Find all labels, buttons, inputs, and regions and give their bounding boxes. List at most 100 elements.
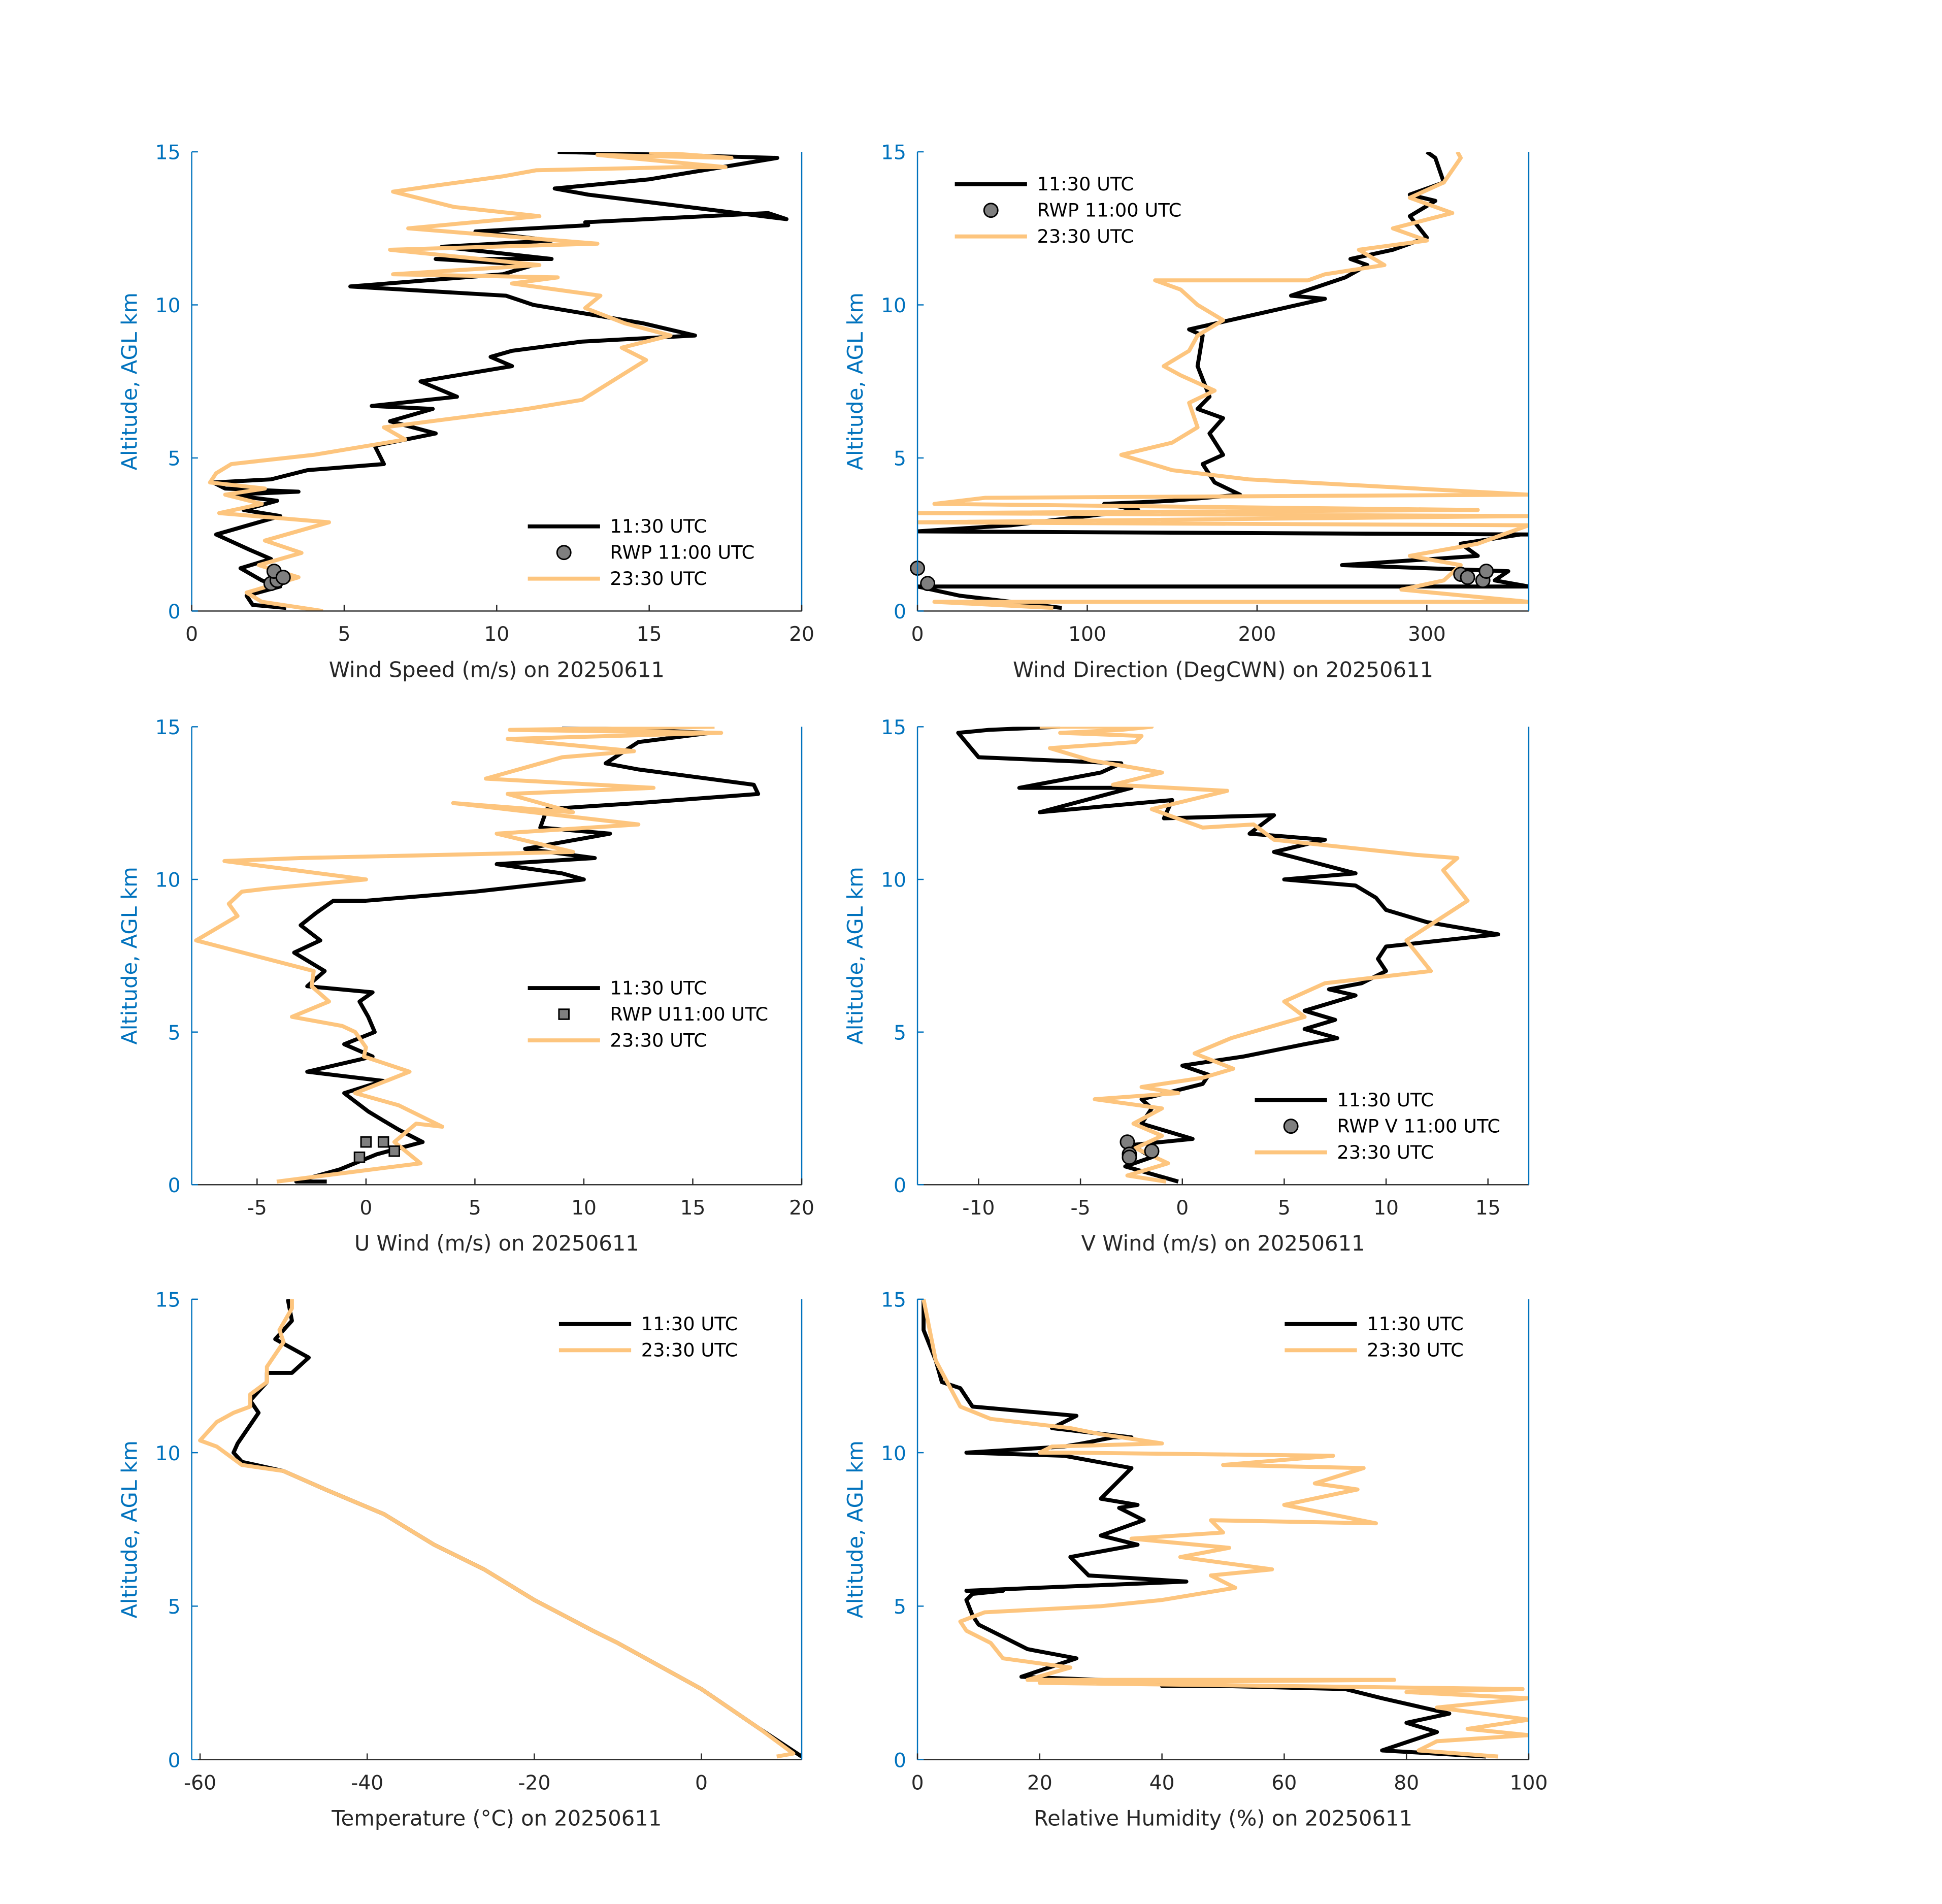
legend: 11:30 UTC 23:30 UTC (1285, 1313, 1464, 1361)
y-tick-label: 15 (155, 1289, 181, 1312)
rwp-marker (1144, 1143, 1160, 1159)
y-tick-label: 5 (894, 1596, 906, 1619)
x-tick-label: 0 (185, 623, 198, 646)
panel-vwind: -10 -5 0 5 10 15 0 5 10 15 V Wind (m/s) on 2025061… (843, 716, 1530, 1256)
x-tick-label: 0 (695, 1772, 708, 1795)
x-tick-label: 40 (1149, 1772, 1175, 1795)
panel-uwind: -5 0 5 10 15 20 0 5 10 15 U Wind (m/s) on 20250611… (117, 716, 814, 1256)
legend-label: 23:30 UTC (1037, 225, 1134, 247)
x-axis-label: U Wind (m/s) on 20250611 (354, 1231, 639, 1256)
y-axis-label: Altitude, AGL km (843, 292, 868, 470)
legend-label: 23:30 UTC (1367, 1339, 1464, 1361)
x-tick-label: -40 (351, 1772, 383, 1795)
x-tick-label: 100 (1510, 1772, 1548, 1795)
legend-label: 11:30 UTC (610, 515, 707, 537)
y-tick-label: 15 (881, 142, 906, 165)
x-tick-label: 20 (789, 1197, 814, 1220)
y-tick-label: 5 (894, 448, 906, 471)
series-line-23-30-utc (198, 1299, 796, 1759)
x-tick-label: 15 (680, 1197, 706, 1220)
y-tick-label: 10 (881, 294, 906, 317)
y-tick-label: 10 (155, 294, 181, 317)
legend-swatch (556, 545, 572, 561)
legend-label: 11:30 UTC (610, 977, 707, 999)
x-axis-label: Wind Direction (DegCWN) on 20250611 (1013, 657, 1433, 682)
rwp-marker (1460, 570, 1475, 585)
x-axis-label: Wind Speed (m/s) on 20250611 (329, 657, 665, 682)
x-tick-label: -10 (962, 1197, 995, 1220)
y-tick-label: 5 (894, 1022, 906, 1044)
y-axis-label: Altitude, AGL km (117, 1440, 142, 1618)
y-tick-label: 10 (881, 869, 906, 892)
y-tick-label: 10 (155, 1442, 181, 1465)
panel-temp: -60 -40 -20 0 0 5 10 15 Temperature (°C) on 2025… (117, 1289, 803, 1831)
y-tick-label: 0 (168, 1749, 181, 1772)
y-tick-label: 5 (168, 1022, 181, 1044)
y-tick-label: 5 (168, 448, 181, 471)
x-tick-label: 0 (911, 623, 924, 646)
y-tick-label: 15 (881, 716, 906, 739)
y-tick-label: 15 (155, 142, 181, 165)
y-tick-label: 0 (168, 1174, 181, 1197)
x-tick-label: 60 (1271, 1772, 1297, 1795)
rwp-marker (360, 1136, 372, 1148)
legend-label: 23:30 UTC (1337, 1141, 1434, 1163)
y-tick-label: 0 (168, 601, 181, 623)
x-axis-label: Temperature (°C) on 20250611 (331, 1806, 662, 1831)
legend-label: 23:30 UTC (610, 1029, 707, 1051)
rwp-marker (1120, 1134, 1135, 1150)
y-axis-label: Altitude, AGL km (843, 1440, 868, 1618)
legend-label: 11:30 UTC (1367, 1313, 1464, 1335)
y-axis-label: Altitude, AGL km (843, 867, 868, 1044)
x-tick-label: 5 (338, 623, 350, 646)
rwp-marker (275, 570, 291, 585)
y-tick-label: 10 (155, 869, 181, 892)
panel-wdir: 0 100 200 300 0 5 10 15 Wind Direction (DegCWN) … (843, 142, 1530, 682)
x-tick-label: 10 (484, 623, 509, 646)
x-tick-label: 100 (1068, 623, 1106, 646)
rwp-marker (353, 1151, 366, 1163)
rwp-marker (388, 1145, 400, 1157)
legend-label: RWP 11:00 UTC (610, 541, 754, 563)
legend-swatch (558, 1008, 570, 1020)
y-tick-label: 15 (155, 716, 181, 739)
x-tick-label: 20 (1027, 1772, 1052, 1795)
x-tick-label: 10 (1373, 1197, 1399, 1220)
x-tick-label: 10 (571, 1197, 597, 1220)
legend-swatch (983, 203, 999, 218)
x-axis-label: V Wind (m/s) on 20250611 (1081, 1231, 1365, 1256)
x-tick-label: -5 (247, 1197, 267, 1220)
x-axis-label: Relative Humidity (%) on 20250611 (1034, 1806, 1412, 1831)
legend-label: RWP V 11:00 UTC (1337, 1115, 1500, 1137)
rwp-marker (1478, 564, 1494, 579)
x-tick-label: 15 (1475, 1197, 1501, 1220)
legend: 11:30 UTC RWP 11:00 UTC 23:30 UTC (954, 173, 1181, 247)
panel-wspd: 0 5 10 15 20 0 5 10 15 Wind Speed (m/s) on 202506… (117, 142, 814, 682)
y-axis-label: Altitude, AGL km (117, 292, 142, 470)
x-tick-label: 5 (469, 1197, 481, 1220)
x-tick-label: 0 (1176, 1197, 1189, 1220)
series-line-11-30-utc (211, 152, 789, 610)
y-tick-label: 0 (894, 1174, 906, 1197)
rwp-marker (920, 576, 936, 592)
series-line-11-30-utc (292, 727, 761, 1184)
panel-rh: 0 20 40 60 80 100 0 5 10 15 Relative Humidity (%) … (843, 1289, 1548, 1831)
legend-label: 11:30 UTC (1037, 173, 1134, 195)
series-line-23-30-utc (921, 1299, 1529, 1759)
x-tick-label: 5 (1278, 1197, 1291, 1220)
series-line-23-30-utc (208, 152, 734, 611)
x-tick-label: -20 (518, 1772, 550, 1795)
x-tick-label: 80 (1394, 1772, 1419, 1795)
legend: 11:30 UTC RWP V 11:00 UTC 23:30 UTC (1255, 1089, 1500, 1163)
y-tick-label: 0 (894, 1749, 906, 1772)
legend: 11:30 UTC RWP U11:00 UTC 23:30 UTC (528, 977, 768, 1051)
legend-label: 23:30 UTC (641, 1339, 738, 1361)
x-tick-label: 200 (1238, 623, 1276, 646)
legend: 11:30 UTC RWP 11:00 UTC 23:30 UTC (528, 515, 754, 589)
rwp-marker (1122, 1150, 1137, 1165)
rwp-marker (377, 1136, 389, 1148)
y-tick-label: 15 (881, 1289, 906, 1312)
legend-swatch (1283, 1119, 1299, 1134)
